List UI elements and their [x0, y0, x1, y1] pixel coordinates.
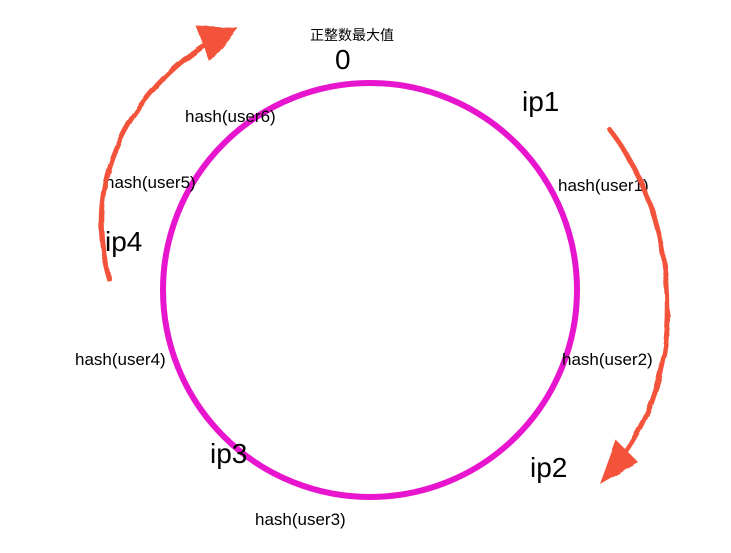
hash-ring — [160, 80, 580, 500]
arrow-right-head — [600, 440, 638, 484]
label-zero: 0 — [335, 44, 351, 76]
label-hash-user1: hash(user1) — [558, 176, 649, 196]
label-ip4: ip4 — [105, 226, 142, 258]
diagram-stage: 正整数最大值 0 ip1 ip2 ip3 ip4 hash(user1) has… — [0, 0, 731, 553]
label-hash-user2: hash(user2) — [562, 350, 653, 370]
label-ip1: ip1 — [522, 86, 559, 118]
label-hash-user4: hash(user4) — [75, 350, 166, 370]
label-ip3: ip3 — [210, 438, 247, 470]
label-hash-user6: hash(user6) — [185, 107, 276, 127]
label-hash-user5: hash(user5) — [105, 173, 196, 193]
arrow-left-head — [196, 26, 238, 62]
label-ip2: ip2 — [530, 452, 567, 484]
label-hash-user3: hash(user3) — [255, 510, 346, 530]
label-max-int: 正整数最大值 — [310, 25, 394, 45]
